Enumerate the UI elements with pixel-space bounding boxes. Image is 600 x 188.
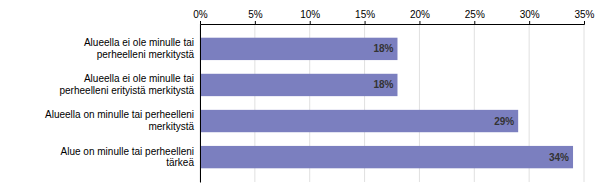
y-tick-label: Alueella ei ole minulle taiperheelleni m… — [84, 37, 195, 60]
y-tick-label-line: Alueella on minulle tai perheelleni — [45, 109, 194, 120]
y-axis: Alueella ei ole minulle taiperheelleni m… — [45, 25, 200, 183]
y-tick: Alueella ei ole minulle taiperheelleni m… — [84, 37, 200, 60]
data-label: 18% — [373, 43, 393, 54]
y-tick-label: Alueella ei ole minulle taiperheelleni e… — [60, 73, 195, 96]
x-tick-mark — [310, 21, 311, 24]
x-tick-label: 0% — [193, 9, 208, 20]
x-tick-mark — [474, 21, 475, 24]
x-axis: 0% 5% 10% 15% 20% 25% 30% 35% — [193, 9, 594, 25]
x-tick-label: 15% — [355, 9, 375, 20]
x-tick: 25% — [465, 9, 485, 24]
x-axis-line — [201, 21, 585, 25]
x-tick: 30% — [520, 9, 540, 24]
x-tick-mark — [584, 21, 585, 24]
x-tick-label: 10% — [300, 9, 320, 20]
y-axis-line — [200, 25, 201, 183]
y-tick-label-line: Alue on minulle tai perheelleni — [61, 146, 194, 157]
x-tick: 20% — [410, 9, 430, 24]
data-label: 29% — [494, 116, 514, 127]
x-tick-label: 30% — [520, 9, 540, 20]
bars — [200, 38, 573, 169]
bar — [200, 38, 397, 60]
bar — [200, 74, 397, 96]
bar — [200, 110, 518, 132]
y-tick-label-line: Alueella ei ole minulle tai — [84, 73, 194, 84]
data-labels: 18% 18% 29% 34% — [373, 43, 569, 162]
x-tick-mark — [365, 21, 366, 24]
y-tick: Alue on minulle tai perheellenitärkeä — [61, 146, 200, 169]
grid-line — [584, 24, 585, 182]
x-tick-mark — [255, 21, 256, 24]
x-tick-label: 35% — [574, 9, 594, 20]
plot: 0% 5% 10% 15% 20% 25% 30% 35% Alueella ei ole mi… — [45, 9, 595, 183]
y-tick: Alueella on minulle tai perheellenimerki… — [45, 109, 200, 132]
x-tick-label: 20% — [410, 9, 430, 20]
x-tick: 5% — [248, 9, 263, 24]
x-tick-label: 5% — [248, 9, 263, 20]
data-label: 34% — [549, 152, 569, 163]
x-tick: 35% — [574, 9, 594, 24]
y-tick-label-line: tärkeä — [166, 157, 194, 168]
y-tick-label: Alue on minulle tai perheellenitärkeä — [61, 146, 195, 169]
x-tick-mark — [529, 21, 530, 24]
y-tick-label-line: perheelleni erityistä merkitystä — [60, 85, 195, 96]
y-tick-label: Alueella on minulle tai perheellenimerki… — [45, 109, 194, 132]
y-tick-label-line: merkitystä — [148, 121, 194, 132]
y-tick-label-line: perheelleni merkitystä — [97, 49, 195, 60]
data-label: 18% — [373, 79, 393, 90]
x-tick: 0% — [193, 9, 208, 24]
bar — [200, 146, 573, 168]
grid — [200, 24, 584, 182]
grid-line — [200, 24, 201, 182]
chart: 0% 5% 10% 15% 20% 25% 30% 35% Alueella ei ole mi… — [0, 0, 600, 188]
y-tick-label-line: Alueella ei ole minulle tai — [84, 37, 194, 48]
x-tick-mark — [200, 21, 201, 24]
x-tick: 15% — [355, 9, 375, 24]
x-tick-mark — [419, 21, 420, 24]
x-tick-label: 25% — [465, 9, 485, 20]
x-tick: 10% — [300, 9, 320, 24]
y-tick: Alueella ei ole minulle taiperheelleni e… — [60, 73, 201, 96]
